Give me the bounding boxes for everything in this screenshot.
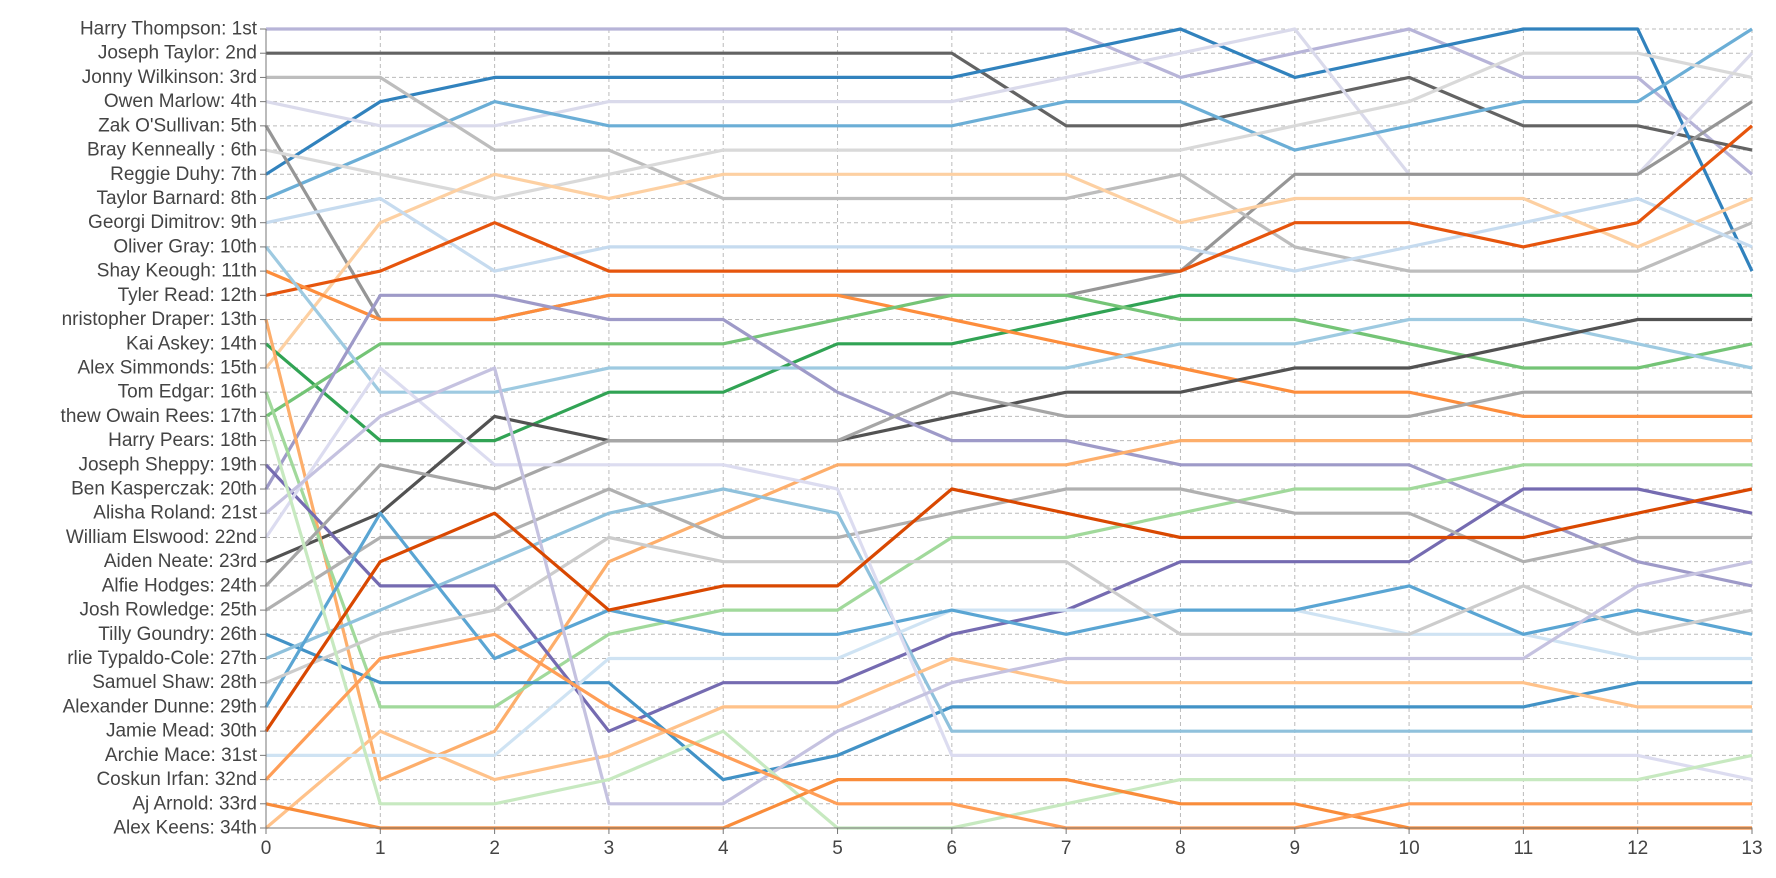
y-tick-label: Alex Keens: 34th (113, 818, 257, 839)
series-line (264, 366, 1753, 806)
x-tick-label: 5 (832, 838, 843, 859)
y-tick-label: Aj Arnold: 33rd (132, 793, 257, 814)
y-tick-label: Harry Pears: 18th (108, 430, 257, 451)
y-tick-label: Harry Thompson: 1st (80, 19, 258, 40)
y-tick-label: thew Owain Rees: 17th (61, 406, 257, 427)
series-line (265, 293, 1753, 418)
series-line (264, 390, 1752, 587)
y-tick-label: Tyler Read: 12th (118, 285, 257, 306)
y-tick-label: Coskun Irfan: 32nd (96, 769, 257, 790)
series-line (264, 293, 1753, 588)
y-tick-label: Joseph Taylor: 2nd (98, 43, 257, 64)
x-tick-label: 13 (1741, 838, 1762, 859)
y-tick-label: Alexander Dunne: 29th (63, 696, 257, 717)
series-line (265, 535, 1753, 685)
y-axis: Harry Thompson: 1st Joseph Taylor: 2nd Jon… (61, 19, 267, 839)
series-line (264, 632, 1752, 830)
x-axis: 0 1 2 3 4 5 6 7 8 9 10 11 12 13 (261, 827, 1763, 859)
y-tick-label: Alisha Roland: 21st (93, 503, 257, 524)
series-line (265, 196, 1753, 273)
series-line (264, 100, 1753, 322)
y-tick-label: Tilly Goundry: 26th (98, 624, 257, 645)
series-line (266, 27, 1754, 176)
series-line (264, 319, 1752, 782)
series-line (266, 608, 1752, 758)
y-tick-label: Zak O'Sullivan: 5th (98, 115, 257, 136)
series-line (265, 632, 1752, 782)
y-tick-label: Bray Kenneally : 6th (87, 140, 257, 161)
y-tick-label: Samuel Shaw: 28th (92, 672, 257, 693)
series-line (264, 366, 1753, 782)
x-tick-label: 7 (1061, 838, 1072, 859)
y-tick-label: Joseph Sheppy: 19th (78, 454, 257, 475)
x-tick-label: 12 (1627, 838, 1648, 859)
y-tick-label: Taylor Barnard: 8th (96, 188, 257, 209)
series-line (265, 27, 1753, 200)
x-tick-label: 0 (261, 838, 272, 859)
series-line (264, 511, 1753, 708)
series-line (265, 27, 1754, 272)
x-tick-label: 11 (1514, 838, 1534, 859)
x-tick-label: 3 (604, 838, 615, 859)
y-tick-label: Josh Rowledge: 25th (80, 600, 257, 621)
x-tick-label: 1 (375, 838, 386, 859)
y-tick-label: Ben Kasperczak: 20th (71, 479, 257, 500)
y-tick-label: William Elswood: 22nd (66, 527, 257, 548)
series-line (264, 391, 1752, 709)
y-tick-label: Archie Mace: 31st (105, 745, 258, 766)
series-line (265, 487, 1752, 612)
series-line (266, 75, 1753, 273)
series-line (265, 51, 1753, 201)
series-line (265, 124, 1754, 297)
y-tick-label: Aiden Neate: 23rd (104, 551, 257, 572)
y-tick-label: Kai Askey: 14th (126, 333, 257, 354)
x-tick-label: 8 (1175, 838, 1186, 859)
y-tick-label: Shay Keough: 11th (97, 261, 257, 282)
series-line (265, 487, 1752, 733)
y-tick-label: Oliver Gray: 10th (113, 236, 257, 257)
y-tick-label: Alex Simmonds: 15th (77, 357, 257, 378)
series-lines (264, 27, 1754, 830)
x-tick-label: 2 (489, 838, 500, 859)
x-tick-label: 6 (947, 838, 958, 859)
x-tick-label: 9 (1289, 838, 1300, 859)
y-tick-label: Reggie Duhy: 7th (110, 164, 257, 185)
x-tick-label: 4 (718, 838, 729, 859)
y-tick-label: rlie Typaldo-Cole: 27th (67, 648, 257, 669)
series-line (264, 172, 1753, 369)
y-tick-label: Georgi Dimitrov: 9th (88, 212, 257, 233)
y-tick-label: nristopher Draper: 13th (62, 309, 257, 330)
y-tick-label: Jamie Mead: 30th (106, 721, 257, 742)
y-tick-label: Owen Marlow: 4th (104, 91, 257, 112)
series-line (265, 269, 1752, 418)
series-line (264, 245, 1753, 394)
y-tick-label: Jonny Wilkinson: 3rd (82, 67, 257, 88)
x-tick-label: 10 (1399, 838, 1420, 859)
y-tick-label: Alfie Hodges: 24th (102, 575, 257, 596)
series-line (264, 463, 1753, 733)
y-tick-label: Tom Edgar: 16th (118, 382, 257, 403)
series-line (264, 487, 1753, 733)
